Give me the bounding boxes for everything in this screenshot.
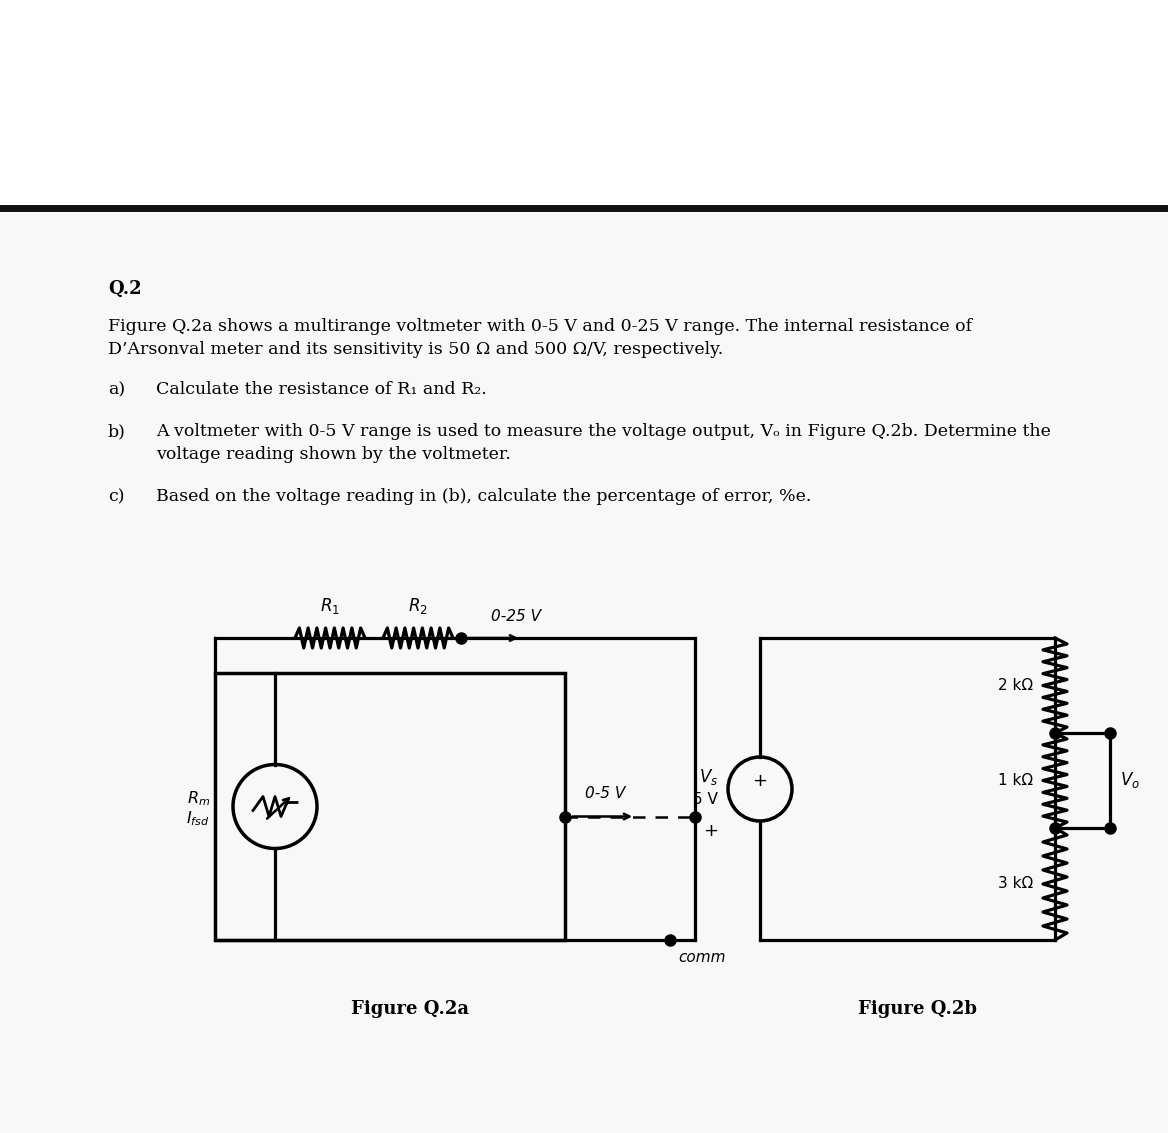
Text: Calculate the resistance of R₁ and R₂.: Calculate the resistance of R₁ and R₂.: [157, 381, 487, 398]
Text: 0-25 V: 0-25 V: [491, 610, 541, 624]
Text: $R_1$: $R_1$: [320, 596, 340, 616]
Text: c): c): [107, 488, 125, 505]
Text: Figure Q.2a shows a multirange voltmeter with 0-5 V and 0-25 V range. The intern: Figure Q.2a shows a multirange voltmeter…: [107, 318, 972, 335]
Text: $V_s$: $V_s$: [698, 767, 718, 787]
Bar: [0, 208, 1168, 1133]
Text: Q.2: Q.2: [107, 280, 141, 298]
Text: a): a): [107, 381, 125, 398]
Bar: [215, 673, 565, 940]
Text: $R_m$: $R_m$: [187, 790, 210, 808]
Text: $I_{fsd}$: $I_{fsd}$: [187, 809, 210, 828]
Text: Figure Q.2a: Figure Q.2a: [352, 1000, 470, 1017]
Text: Figure Q.2b: Figure Q.2b: [858, 1000, 976, 1017]
Text: b): b): [107, 423, 126, 440]
Bar: [0, 0, 1168, 208]
Text: voltage reading shown by the voltmeter.: voltage reading shown by the voltmeter.: [157, 446, 510, 463]
Text: comm: comm: [677, 949, 725, 965]
Text: $V_o$: $V_o$: [1120, 770, 1140, 791]
Text: A voltmeter with 0-5 V range is used to measure the voltage output, Vₒ in Figure: A voltmeter with 0-5 V range is used to …: [157, 423, 1051, 440]
Text: +: +: [703, 823, 718, 841]
Text: D’Arsonval meter and its sensitivity is 50 Ω and 500 Ω/V, respectively.: D’Arsonval meter and its sensitivity is …: [107, 341, 723, 358]
Text: 5 V: 5 V: [693, 792, 718, 807]
Text: Based on the voltage reading in (b), calculate the percentage of error, %e.: Based on the voltage reading in (b), cal…: [157, 488, 812, 505]
Text: +: +: [752, 772, 767, 790]
Text: 3 kΩ: 3 kΩ: [997, 877, 1033, 892]
Text: 0-5 V: 0-5 V: [585, 785, 625, 801]
Text: 1 kΩ: 1 kΩ: [997, 773, 1033, 787]
Text: $R_2$: $R_2$: [408, 596, 427, 616]
Text: 2 kΩ: 2 kΩ: [997, 678, 1033, 693]
